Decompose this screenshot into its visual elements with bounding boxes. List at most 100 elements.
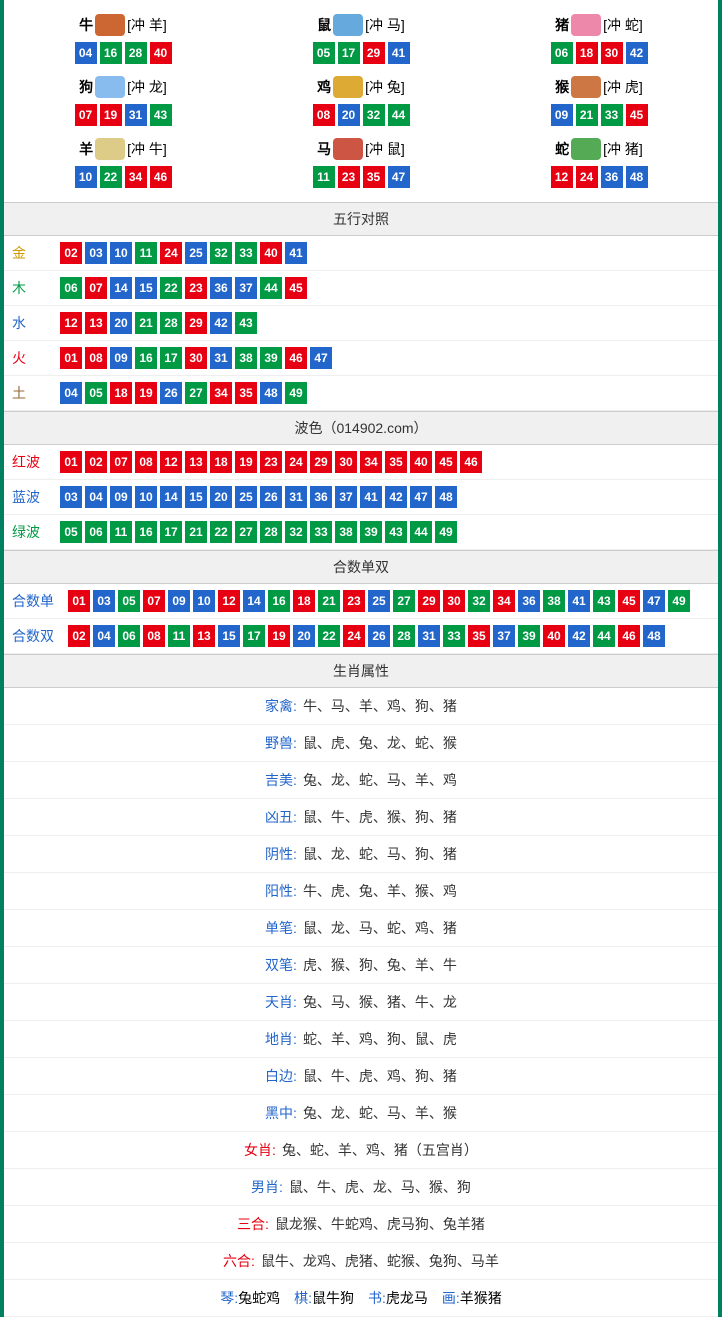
row-label: 蓝波 (12, 487, 60, 507)
row-numbers: 0108091617303138394647 (60, 347, 332, 369)
number-ball: 12 (551, 166, 573, 188)
number-ball: 09 (110, 486, 132, 508)
attr-label: 双笔: (265, 957, 297, 973)
number-ball: 04 (93, 625, 115, 647)
number-ball: 41 (568, 590, 590, 612)
number-ball: 44 (593, 625, 615, 647)
number-ball: 43 (235, 312, 257, 334)
zodiac-clash-label: [冲 马] (365, 15, 405, 35)
attr-row: 男肖:鼠、牛、虎、龙、马、猴、狗 (4, 1169, 718, 1206)
number-ball: 16 (135, 347, 157, 369)
table-row: 土04051819262734354849 (4, 376, 718, 411)
zodiac-top: 鼠[冲 马] (242, 14, 480, 36)
number-ball: 40 (410, 451, 432, 473)
number-ball: 19 (135, 382, 157, 404)
number-ball: 08 (85, 347, 107, 369)
number-ball: 32 (285, 521, 307, 543)
number-ball: 10 (110, 242, 132, 264)
number-ball: 28 (160, 312, 182, 334)
main-container: 牛[冲 羊]04162840鼠[冲 马]05172941猪[冲 蛇]061830… (0, 0, 722, 1317)
attr-label: 凶丑: (265, 809, 297, 825)
number-ball: 48 (626, 166, 648, 188)
number-ball: 24 (285, 451, 307, 473)
number-ball: 10 (193, 590, 215, 612)
number-ball: 27 (185, 382, 207, 404)
number-ball: 08 (313, 104, 335, 126)
number-ball: 24 (576, 166, 598, 188)
row-numbers: 0103050709101214161821232527293032343638… (68, 590, 690, 612)
number-ball: 39 (360, 521, 382, 543)
zodiac-animal-icon (571, 76, 601, 98)
number-ball: 30 (335, 451, 357, 473)
spacer (428, 1290, 442, 1306)
number-ball: 14 (160, 486, 182, 508)
number-ball: 21 (135, 312, 157, 334)
attr-values: 鼠、牛、虎、猴、狗、猪 (303, 809, 457, 825)
attr-values: 羊猴猪 (460, 1290, 502, 1306)
zodiac-numbers: 09213345 (480, 104, 718, 126)
number-ball: 25 (185, 242, 207, 264)
number-ball: 02 (60, 242, 82, 264)
zodiac-numbers: 10223446 (4, 166, 242, 188)
number-ball: 46 (150, 166, 172, 188)
zodiac-cell: 鼠[冲 马]05172941 (242, 8, 480, 70)
number-ball: 13 (185, 451, 207, 473)
zodiac-clash-label: [冲 羊] (127, 15, 167, 35)
number-ball: 20 (210, 486, 232, 508)
number-ball: 36 (310, 486, 332, 508)
zodiac-numbers: 11233547 (242, 166, 480, 188)
number-ball: 49 (435, 521, 457, 543)
number-ball: 05 (118, 590, 140, 612)
number-ball: 43 (385, 521, 407, 543)
number-ball: 37 (235, 277, 257, 299)
row-label: 火 (12, 348, 60, 368)
attr-values: 鼠龙猴、牛蛇鸡、虎马狗、兔羊猪 (275, 1216, 485, 1232)
number-ball: 46 (618, 625, 640, 647)
number-ball: 40 (260, 242, 282, 264)
table-row: 红波0102070812131819232429303435404546 (4, 445, 718, 480)
number-ball: 39 (260, 347, 282, 369)
number-ball: 22 (318, 625, 340, 647)
number-ball: 23 (260, 451, 282, 473)
row-numbers: 06071415222336374445 (60, 277, 307, 299)
zodiac-clash-label: [冲 兔] (365, 77, 405, 97)
attr-label: 琴: (220, 1290, 238, 1306)
attr-label: 六合: (223, 1253, 255, 1269)
row-label: 木 (12, 278, 60, 298)
number-ball: 31 (210, 347, 232, 369)
attr-label: 黑中: (265, 1105, 297, 1121)
row-label: 绿波 (12, 522, 60, 542)
attr-row: 三合:鼠龙猴、牛蛇鸡、虎马狗、兔羊猪 (4, 1206, 718, 1243)
number-ball: 17 (338, 42, 360, 64)
number-ball: 27 (393, 590, 415, 612)
zodiac-cell: 蛇[冲 猪]12243648 (480, 132, 718, 194)
number-ball: 07 (143, 590, 165, 612)
number-ball: 21 (318, 590, 340, 612)
number-ball: 45 (435, 451, 457, 473)
number-ball: 10 (75, 166, 97, 188)
number-ball: 30 (601, 42, 623, 64)
number-ball: 25 (368, 590, 390, 612)
number-ball: 17 (160, 347, 182, 369)
number-ball: 41 (285, 242, 307, 264)
number-ball: 11 (110, 521, 132, 543)
row-numbers: 0204060811131517192022242628313335373940… (68, 625, 665, 647)
attr-label: 吉美: (265, 772, 297, 788)
attr-label: 阳性: (265, 883, 297, 899)
zodiac-numbers: 04162840 (4, 42, 242, 64)
row-label: 金 (12, 243, 60, 263)
table-row: 火0108091617303138394647 (4, 341, 718, 376)
number-ball: 16 (100, 42, 122, 64)
number-ball: 47 (643, 590, 665, 612)
number-ball: 43 (593, 590, 615, 612)
number-ball: 34 (360, 451, 382, 473)
number-ball: 32 (363, 104, 385, 126)
number-ball: 42 (385, 486, 407, 508)
zodiac-clash-label: [冲 猪] (603, 139, 643, 159)
number-ball: 21 (185, 521, 207, 543)
number-ball: 05 (60, 521, 82, 543)
attr-values: 虎、猴、狗、兔、羊、牛 (303, 957, 457, 973)
number-ball: 26 (160, 382, 182, 404)
number-ball: 18 (576, 42, 598, 64)
number-ball: 13 (193, 625, 215, 647)
